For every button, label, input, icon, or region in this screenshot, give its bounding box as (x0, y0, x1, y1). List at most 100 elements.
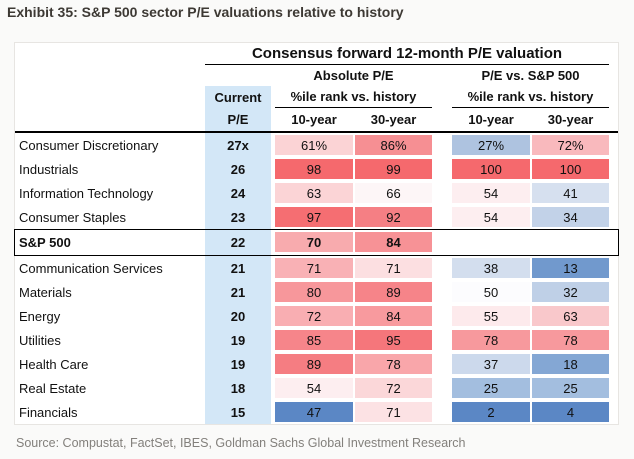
group-header-relative-pe: P/E vs. S&P 500 (481, 68, 580, 83)
gap (432, 400, 452, 424)
table-row: S&P 500 22 70 84 (14, 229, 619, 256)
source-note: Source: Compustat, FactSet, IBES, Goldma… (16, 436, 466, 450)
abs-10yr-percentile-cell: 98 (275, 159, 353, 179)
rel-30yr-percentile-cell: 63 (532, 306, 609, 326)
current-pe-cell: 20 (205, 304, 271, 328)
table-row: Energy 20 72 84 55 63 (15, 304, 618, 328)
current-pe-cell: 24 (205, 181, 271, 205)
rel-10yr-percentile-cell: 37 (452, 354, 530, 374)
group-header-row: Absolute P/E P/E vs. S&P 500 (15, 65, 618, 86)
abs-30yr-percentile-cell: 72 (355, 378, 432, 398)
gap (432, 205, 452, 229)
abs-30yr-percentile-cell: 78 (355, 354, 432, 374)
col-header-abs-10-year: 10-year (291, 112, 337, 127)
rel-30yr-percentile-cell: 13 (532, 258, 609, 278)
gap (432, 256, 452, 280)
rel-30yr-percentile-cell: 34 (532, 207, 609, 227)
gap (432, 181, 452, 205)
subheader-row: Current %ile rank vs. history %ile rank … (15, 86, 618, 108)
row-label: Financials (19, 404, 78, 420)
table-row: Health Care 19 89 78 37 18 (15, 352, 618, 376)
table-body: Consumer Discretionary 27x 61% 86% 27% 7… (14, 133, 619, 424)
current-pe-header-line2: P/E (205, 108, 271, 131)
year-header-row: P/E 10-year 30-year 10-year 30-year (15, 108, 618, 131)
valuation-table: Consensus forward 12-month P/E valuation… (14, 42, 619, 425)
row-label: Utilities (19, 332, 61, 348)
abs-10yr-percentile-cell: 61% (275, 135, 353, 155)
rel-10yr-percentile-cell: 100 (452, 159, 530, 179)
abs-10yr-percentile-cell: 85 (275, 330, 353, 350)
rel-10yr-percentile-cell: 78 (452, 330, 530, 350)
abs-30yr-percentile-cell: 99 (355, 159, 432, 179)
row-label: Consumer Staples (19, 209, 126, 225)
rel-10yr-percentile-cell: 2 (452, 402, 530, 422)
rel-10yr-percentile-cell: 27% (452, 135, 530, 155)
current-pe-cell: 18 (205, 376, 271, 400)
rel-30yr-percentile-cell: 32 (532, 282, 609, 302)
abs-30yr-percentile-cell: 95 (355, 330, 432, 350)
abs-30yr-percentile-cell: 71 (355, 402, 432, 422)
rel-10yr-percentile-cell: 38 (452, 258, 530, 278)
current-pe-cell: 21 (205, 256, 271, 280)
current-pe-cell: 15 (205, 400, 271, 424)
abs-10yr-percentile-cell: 63 (275, 183, 353, 203)
row-label: Information Technology (19, 185, 154, 201)
rel-30yr-percentile-cell: 72% (532, 135, 609, 155)
abs-10yr-percentile-cell: 47 (275, 402, 353, 422)
abs-10yr-percentile-cell: 70 (275, 232, 353, 252)
current-pe-header-line1: Current (205, 86, 271, 108)
table-row: Utilities 19 85 95 78 78 (15, 328, 618, 352)
gap (432, 133, 452, 157)
header-divider (15, 131, 618, 133)
rel-10yr-percentile-cell: 55 (452, 306, 530, 326)
rel-10yr-percentile-cell (452, 232, 530, 252)
rel-10yr-percentile-cell: 25 (452, 378, 530, 398)
gap (432, 328, 452, 352)
col-header-abs-30-year: 30-year (370, 112, 417, 127)
table-row: Materials 21 80 89 50 32 (15, 280, 618, 304)
rel-10yr-percentile-cell: 54 (452, 207, 530, 227)
table-row: Financials 15 47 71 2 4 (15, 400, 618, 424)
row-label: Health Care (19, 356, 89, 372)
abs-30yr-percentile-cell: 66 (355, 183, 432, 203)
gap (432, 304, 452, 328)
current-pe-cell: 26 (205, 157, 271, 181)
row-label: Industrials (19, 161, 79, 177)
exhibit-title: Exhibit 35: S&P 500 sector P/E valuation… (7, 4, 404, 20)
row-label: Communication Services (19, 260, 163, 276)
col-header-rel-30-year: 30-year (547, 112, 594, 127)
table-row: Communication Services 21 71 71 38 13 (15, 256, 618, 280)
percentile-rank-subheader-absolute: %ile rank vs. history (275, 86, 432, 108)
rel-30yr-percentile-cell: 4 (532, 402, 609, 422)
current-pe-cell: 27x (205, 133, 271, 157)
rel-30yr-percentile-cell: 100 (532, 159, 609, 179)
row-label: Consumer Discretionary (19, 137, 159, 153)
current-pe-cell: 22 (205, 230, 271, 255)
table-row: Consumer Staples 23 97 92 54 34 (15, 205, 618, 229)
table-row: Industrials 26 98 99 100 100 (15, 157, 618, 181)
abs-30yr-percentile-cell: 84 (355, 232, 432, 252)
table-row: Consumer Discretionary 27x 61% 86% 27% 7… (15, 133, 618, 157)
abs-10yr-percentile-cell: 54 (275, 378, 353, 398)
table-title: Consensus forward 12-month P/E valuation (205, 43, 609, 65)
current-pe-cell: 19 (205, 328, 271, 352)
gap (432, 376, 452, 400)
table-row: Information Technology 24 63 66 54 41 (15, 181, 618, 205)
row-label: S&P 500 (19, 235, 71, 250)
gap (432, 352, 452, 376)
percentile-rank-subheader-relative: %ile rank vs. history (452, 86, 609, 108)
abs-10yr-percentile-cell: 72 (275, 306, 353, 326)
col-header-rel-10-year: 10-year (468, 112, 514, 127)
gap (432, 280, 452, 304)
rel-30yr-percentile-cell (532, 232, 609, 252)
rel-30yr-percentile-cell: 25 (532, 378, 609, 398)
current-pe-cell: 21 (205, 280, 271, 304)
gap (432, 230, 452, 255)
row-label: Energy (19, 308, 61, 324)
row-label: Real Estate (19, 380, 87, 396)
abs-10yr-percentile-cell: 80 (275, 282, 353, 302)
rel-30yr-percentile-cell: 41 (532, 183, 609, 203)
table-row: Real Estate 18 54 72 25 25 (15, 376, 618, 400)
rel-10yr-percentile-cell: 54 (452, 183, 530, 203)
rel-10yr-percentile-cell: 50 (452, 282, 530, 302)
